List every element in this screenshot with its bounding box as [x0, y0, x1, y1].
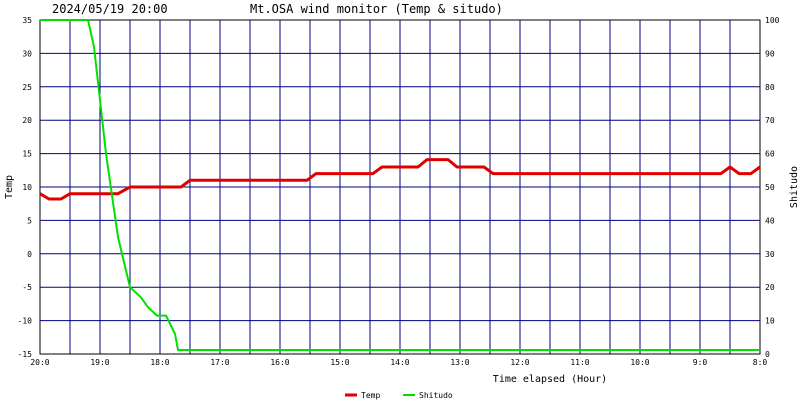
y-tick-label-right: 40	[765, 216, 775, 225]
x-tick-label: 15:0	[330, 358, 349, 367]
legend-label-temp: Temp	[361, 391, 380, 400]
legend: Temp Shitudo	[345, 391, 453, 400]
x-tick-label: 17:0	[210, 358, 229, 367]
series-line-shitudo	[40, 19, 760, 351]
y-tick-label-left: -15	[18, 350, 33, 359]
x-tick-label: 13:0	[450, 358, 469, 367]
y-tick-label-left: 20	[22, 116, 32, 125]
y-tick-label-left: 5	[27, 216, 32, 225]
x-axis-label: Time elapsed (Hour)	[493, 374, 607, 385]
y-tick-label-right: 80	[765, 83, 775, 92]
legend-label-shitudo: Shitudo	[419, 391, 453, 400]
left-axis-tick-labels: 35 30 25 20 15 10 5 0 -5 -10 -15	[18, 16, 33, 359]
y-tick-label-left: 0	[27, 250, 32, 259]
x-tick-label: 19:0	[90, 358, 109, 367]
y-tick-label-right: 20	[765, 283, 775, 292]
x-tick-label: 9:0	[693, 358, 708, 367]
x-tick-label: 8:0	[753, 358, 768, 367]
x-axis-tick-labels: 20:0 19:0 18:0 17:0 16:0 15:0 14:0 13:0 12:0 11:0…	[30, 358, 767, 367]
y-tick-label-right: 0	[765, 350, 770, 359]
y-tick-label-right: 60	[765, 150, 775, 159]
y-axis-label-right: Shitudo	[789, 166, 800, 208]
data-series	[39, 19, 761, 351]
y-axis-label-left: Temp	[4, 175, 15, 199]
x-tick-label: 12:0	[510, 358, 529, 367]
y-tick-label-left: 30	[22, 49, 32, 58]
y-tick-label-left: -10	[18, 317, 33, 326]
y-tick-label-left: -5	[22, 283, 32, 292]
x-tick-label: 11:0	[570, 358, 589, 367]
y-tick-label-right: 30	[765, 250, 775, 259]
y-tick-label-left: 25	[22, 83, 32, 92]
y-tick-label-right: 70	[765, 116, 775, 125]
y-tick-label-right: 10	[765, 317, 775, 326]
x-tick-label: 18:0	[150, 358, 169, 367]
x-tick-label: 14:0	[390, 358, 409, 367]
y-tick-label-left: 10	[22, 183, 32, 192]
x-tick-label: 20:0	[30, 358, 49, 367]
timestamp-label: 2024/05/19 20:00	[52, 2, 168, 16]
series-line-temp	[39, 158, 761, 201]
chart-title: Mt.OSA wind monitor (Temp & situdo)	[250, 2, 503, 16]
x-tick-label: 10:0	[630, 358, 649, 367]
y-tick-label-right: 50	[765, 183, 775, 192]
y-tick-label-right: 90	[765, 49, 775, 58]
y-tick-label-left: 15	[22, 150, 32, 159]
y-tick-label-left: 35	[22, 16, 32, 25]
grid-lines	[40, 20, 760, 354]
y-tick-label-right: 100	[765, 16, 780, 25]
x-tick-label: 16:0	[270, 358, 289, 367]
